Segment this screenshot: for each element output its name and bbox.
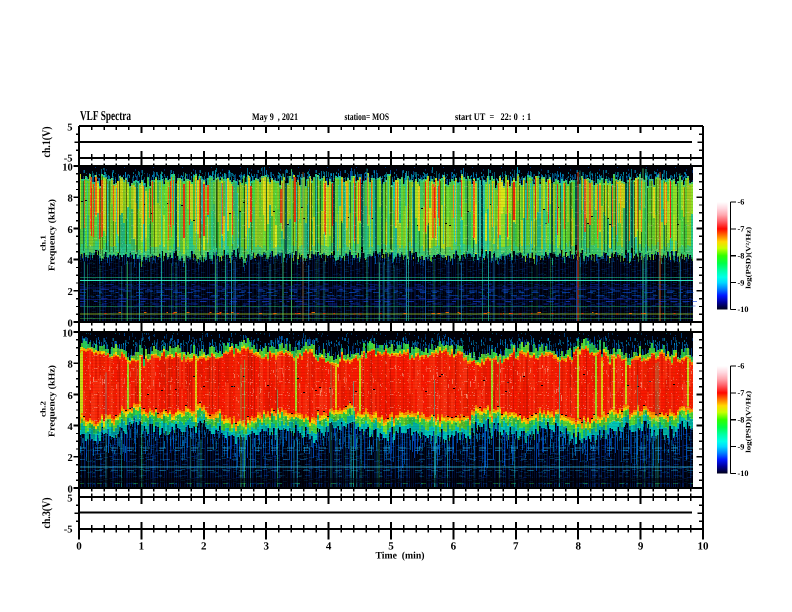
svg-text:-10: -10 [738,469,749,478]
svg-text:1: 1 [139,541,145,553]
svg-text:10: 10 [698,541,710,553]
svg-text:Time (min): Time (min) [376,551,425,562]
svg-text:4: 4 [326,541,332,553]
svg-text:9: 9 [638,541,644,553]
svg-text:6: 6 [68,225,73,236]
svg-text:5: 5 [67,123,72,134]
svg-text:station= MOS: station= MOS [345,112,390,123]
svg-text:2: 2 [68,287,73,298]
svg-text:ch.3(V): ch.3(V) [41,497,53,528]
svg-text:log(PSD)(V²/Hz): log(PSD)(V²/Hz) [745,390,753,453]
svg-text:8: 8 [575,541,581,553]
svg-text:4: 4 [68,422,74,433]
svg-text:-10: -10 [738,305,749,314]
svg-text:2: 2 [201,541,207,553]
svg-text:5: 5 [67,493,72,504]
svg-text:-9: -9 [738,442,745,451]
svg-text:-5: -5 [64,154,73,165]
svg-text:ch.2: ch.2 [39,401,48,417]
svg-text:-9: -9 [738,278,745,287]
svg-text:Frequency (kHz): Frequency (kHz) [47,199,57,271]
svg-text:2: 2 [68,453,73,464]
svg-text:ch.1(V): ch.1(V) [41,126,53,157]
svg-text:0: 0 [68,318,73,329]
svg-text:May 9 , 2021: May 9 , 2021 [252,112,298,123]
svg-text:-7: -7 [738,389,745,398]
svg-text:0: 0 [76,541,82,553]
svg-text:0: 0 [68,484,73,495]
svg-text:VLF Spectra: VLF Spectra [80,108,131,123]
svg-text:-8: -8 [738,415,745,424]
svg-text:6: 6 [451,541,457,553]
svg-text:-6: -6 [738,362,745,371]
svg-text:8: 8 [68,194,73,205]
svg-text:Frequency (kHz): Frequency (kHz) [47,365,57,437]
svg-text:-7: -7 [738,225,745,234]
svg-text:10: 10 [62,162,73,173]
svg-text:log(PSD)(V²/Hz): log(PSD)(V²/Hz) [745,226,753,289]
svg-text:4: 4 [68,256,74,267]
svg-text:-6: -6 [738,198,745,207]
svg-text:-5: -5 [64,525,73,536]
svg-text:10: 10 [62,328,73,339]
svg-text:6: 6 [68,391,73,402]
svg-text:7: 7 [513,541,519,553]
svg-text:ch.1: ch.1 [39,235,48,251]
svg-text:start UT = 22: 0 : 1: start UT = 22: 0 : 1 [455,112,531,123]
svg-text:8: 8 [68,360,73,371]
svg-text:3: 3 [263,541,269,553]
svg-text:-8: -8 [738,251,745,260]
svg-text:5: 5 [388,541,394,553]
